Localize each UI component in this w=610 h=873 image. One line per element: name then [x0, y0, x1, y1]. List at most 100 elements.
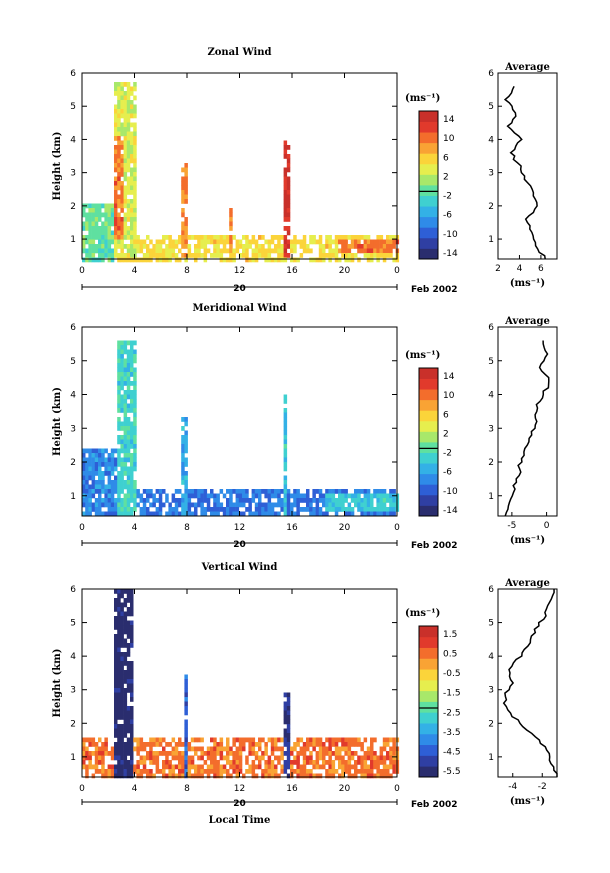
heatmap-cell — [290, 769, 294, 774]
heatmap-cell — [94, 480, 99, 485]
heatmap-cell — [123, 158, 128, 164]
heatmap-cell — [117, 230, 121, 236]
heatmap-cell — [264, 257, 268, 263]
heatmap-cell — [357, 760, 361, 765]
heatmap-cell — [123, 746, 128, 752]
heatmap-cell — [235, 502, 240, 508]
heatmap-cell — [117, 158, 121, 164]
heatmap-cell — [251, 248, 256, 254]
heatmap-cell — [347, 773, 352, 779]
heatmap-cell — [283, 453, 288, 458]
heatmap-cell — [88, 217, 92, 222]
heatmap-cell — [270, 737, 275, 743]
heatmap-cell — [242, 248, 246, 254]
heatmap-cell — [174, 751, 179, 756]
heatmap-cell — [245, 493, 249, 499]
heatmap-cell — [126, 751, 131, 756]
heatmap-cell — [181, 764, 185, 770]
heatmap-cell — [126, 511, 131, 517]
x-tick-label: 8 — [184, 523, 190, 533]
heatmap-cell — [389, 507, 393, 512]
heatmap-cell — [120, 154, 124, 159]
heatmap-cell — [130, 498, 134, 503]
heatmap-cell — [130, 764, 134, 770]
heatmap-cell — [158, 502, 163, 508]
heatmap-cell — [226, 257, 230, 263]
heatmap-cell — [123, 502, 128, 508]
heatmap-cell — [235, 239, 240, 245]
heatmap-cell — [286, 194, 291, 200]
heatmap-cell — [280, 737, 284, 743]
colorbar-segment — [419, 647, 438, 659]
colorbar-segment — [419, 463, 438, 475]
heatmap-cell — [392, 755, 396, 761]
heatmap-cell — [168, 502, 172, 508]
avg-x-axis-label: (ms⁻¹) — [510, 796, 545, 807]
heatmap-cell — [117, 742, 121, 747]
x-tick-label: 4 — [132, 266, 138, 276]
x-tick-label: 16 — [286, 784, 298, 794]
heatmap-cell — [158, 737, 163, 743]
heatmap-cell — [386, 493, 390, 499]
colorbar-tick-label: 1.5 — [443, 630, 457, 640]
heatmap-cell — [206, 248, 211, 254]
heatmap-cell — [101, 498, 105, 503]
heatmap-cell — [120, 602, 124, 608]
heatmap-cell — [123, 167, 128, 173]
heatmap-cell — [318, 257, 323, 263]
heatmap-cell — [328, 502, 332, 508]
heatmap-cell — [120, 435, 124, 440]
heatmap-cell — [386, 511, 390, 517]
heatmap-cell — [117, 471, 121, 476]
heatmap-cell — [114, 715, 118, 720]
heatmap-cell — [277, 257, 281, 263]
heatmap-cell — [213, 248, 217, 254]
colorbar-segment — [419, 142, 438, 154]
heatmap-cell — [325, 773, 329, 779]
heatmap-cell — [248, 737, 252, 743]
heatmap-cell — [98, 462, 102, 467]
heatmap-cell — [315, 239, 320, 245]
heatmap-cell — [107, 221, 112, 227]
heatmap-cell — [110, 208, 115, 213]
heatmap-cell — [318, 489, 323, 494]
heatmap-cell — [318, 755, 323, 761]
heatmap-cell — [120, 715, 124, 720]
heatmap-cell — [94, 746, 99, 752]
heatmap-cell — [130, 113, 134, 119]
heatmap-cell — [290, 244, 294, 249]
heatmap-cell — [302, 493, 307, 499]
heatmap-cell — [222, 244, 227, 249]
heatmap-cell — [373, 493, 377, 499]
heatmap-cell — [155, 769, 160, 774]
colorbar-unit: (ms⁻¹) — [405, 93, 440, 104]
heatmap-cell — [130, 634, 134, 639]
heatmap-cell — [296, 773, 300, 779]
heatmap-cell — [254, 502, 259, 508]
heatmap-cell — [331, 737, 336, 743]
heatmap-cell — [120, 457, 124, 463]
heatmap-cell — [206, 769, 211, 774]
heatmap-cell — [126, 652, 131, 657]
heatmap-cell — [341, 742, 345, 747]
heatmap-cells — [82, 589, 400, 779]
heatmap-cell — [133, 390, 137, 395]
heatmap-cell — [174, 746, 179, 752]
heatmap-cell — [206, 502, 211, 508]
heatmap-cell — [283, 701, 288, 707]
heatmap-cell — [114, 661, 118, 666]
heatmap-cell — [245, 235, 249, 240]
heatmap-cell — [107, 462, 112, 467]
heatmap-cell — [110, 257, 115, 263]
heatmap-cell — [270, 764, 275, 770]
heatmap-cell — [264, 769, 268, 774]
heatmap-cell — [91, 226, 96, 231]
heatmap-cell — [130, 638, 134, 644]
heatmap-cell — [238, 511, 243, 517]
heatmap-cell — [110, 746, 115, 752]
heatmap-cell — [120, 498, 124, 503]
heatmap-cell — [306, 773, 310, 779]
heatmap-cell — [251, 239, 256, 245]
heatmap-cell — [267, 769, 272, 774]
heatmap-cell — [149, 511, 153, 517]
